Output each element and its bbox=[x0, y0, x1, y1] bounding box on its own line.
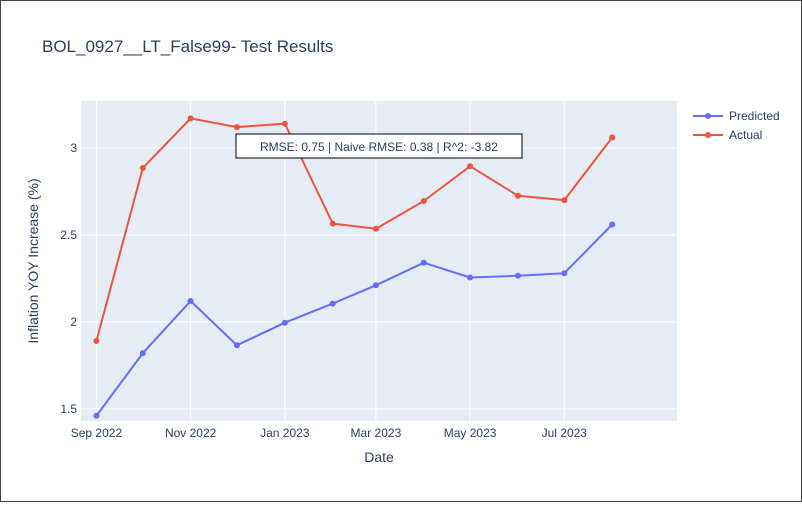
legend-label-predicted: Predicted bbox=[729, 109, 780, 123]
data-point-predicted[interactable] bbox=[329, 300, 336, 307]
x-tick-label: Jul 2023 bbox=[542, 426, 588, 440]
data-point-actual[interactable] bbox=[561, 197, 568, 204]
data-point-predicted[interactable] bbox=[609, 221, 616, 228]
x-tick-label: Nov 2022 bbox=[165, 426, 217, 440]
x-tick-label: Mar 2023 bbox=[351, 426, 402, 440]
y-tick-label: 1.5 bbox=[60, 402, 77, 416]
chart-title: BOL_0927__LT_False99- Test Results bbox=[42, 37, 333, 56]
data-point-predicted[interactable] bbox=[187, 298, 194, 304]
data-point-predicted[interactable] bbox=[515, 272, 521, 279]
legend: Predicted Actual bbox=[693, 109, 780, 142]
x-tick-label: Jan 2023 bbox=[260, 426, 310, 440]
data-point-actual[interactable] bbox=[420, 198, 427, 204]
data-point-predicted[interactable] bbox=[372, 282, 379, 289]
data-point-actual[interactable] bbox=[329, 220, 336, 227]
data-point-actual[interactable] bbox=[467, 163, 474, 170]
data-point-actual[interactable] bbox=[372, 225, 379, 232]
data-point-predicted[interactable] bbox=[281, 319, 288, 326]
y-tick-label: 3 bbox=[70, 141, 77, 155]
annotation-border bbox=[235, 133, 523, 159]
data-point-predicted[interactable] bbox=[93, 412, 100, 419]
data-point-predicted[interactable] bbox=[561, 270, 568, 277]
x-tick-labels: Sep 2022 Nov 2022 Jan 2023 Mar 2023 May 2023… bbox=[71, 426, 588, 440]
data-point-predicted[interactable] bbox=[467, 274, 474, 281]
series-line-actual bbox=[95, 117, 613, 342]
data-point-predicted[interactable] bbox=[420, 259, 427, 266]
data-point-actual[interactable] bbox=[93, 338, 100, 344]
legend-marker-predicted bbox=[705, 113, 711, 119]
y-tick-label: 2 bbox=[70, 315, 77, 329]
data-point-actual[interactable] bbox=[515, 192, 521, 199]
x-tick-label: Sep 2022 bbox=[71, 426, 123, 440]
series-line-predicted bbox=[95, 223, 613, 417]
annotation-box: RMSE: 0.75 | Naive RMSE: 0.38 | R^2: -3.… bbox=[235, 133, 523, 159]
series-lines bbox=[95, 117, 613, 417]
y-tick-label: 2.5 bbox=[60, 228, 77, 242]
data-point-predicted[interactable] bbox=[233, 342, 240, 349]
data-point-actual[interactable] bbox=[139, 165, 146, 171]
data-point-predicted[interactable] bbox=[139, 350, 146, 357]
legend-marker-actual bbox=[705, 132, 711, 138]
legend-item-predicted[interactable]: Predicted bbox=[693, 109, 780, 123]
y-tick-labels: 1.5 2 2.5 3 bbox=[60, 141, 77, 416]
legend-item-actual[interactable]: Actual bbox=[693, 128, 762, 142]
data-point-actual[interactable] bbox=[187, 115, 194, 122]
legend-label-actual: Actual bbox=[729, 128, 762, 142]
x-axis-label: Date bbox=[364, 449, 394, 465]
annotation-text: RMSE: 0.75 | Naive RMSE: 0.38 | R^2: -3.… bbox=[260, 140, 498, 154]
series-markers bbox=[93, 115, 616, 419]
data-point-actual[interactable] bbox=[609, 134, 616, 141]
data-point-actual[interactable] bbox=[233, 124, 240, 131]
x-tick-label: May 2023 bbox=[444, 426, 497, 440]
data-point-actual[interactable] bbox=[281, 120, 288, 127]
y-axis-label: Inflation YOY Increase (%) bbox=[25, 178, 41, 343]
